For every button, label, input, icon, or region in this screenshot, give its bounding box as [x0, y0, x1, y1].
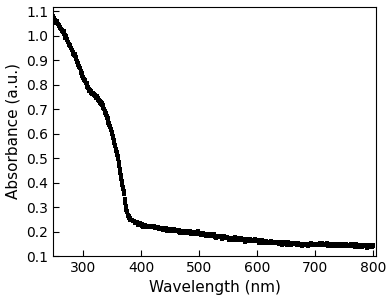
Y-axis label: Absorbance (a.u.): Absorbance (a.u.) — [5, 63, 20, 199]
X-axis label: Wavelength (nm): Wavelength (nm) — [149, 281, 281, 296]
